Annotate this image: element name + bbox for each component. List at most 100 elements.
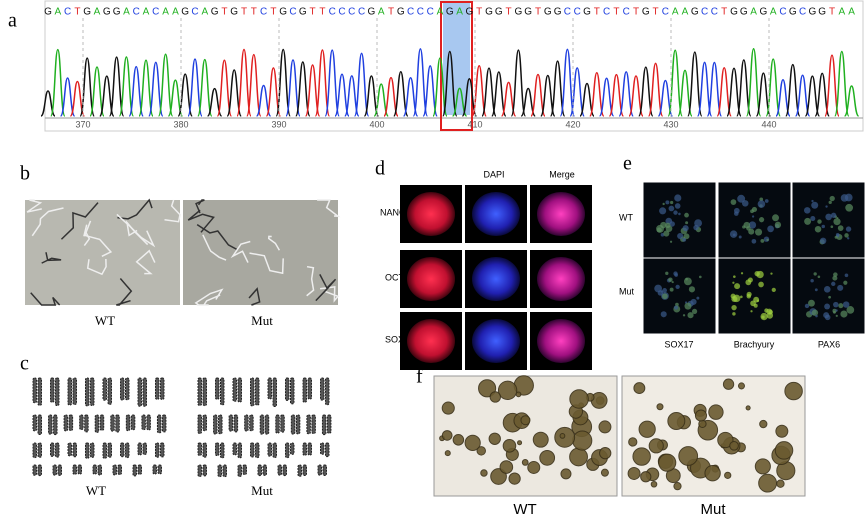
chromosome <box>202 442 207 458</box>
chromosome <box>155 377 160 400</box>
chromosome <box>267 442 272 457</box>
base: A <box>378 7 385 18</box>
panel-label: c <box>20 353 29 375</box>
cell <box>669 240 673 243</box>
embryoid-body <box>776 479 785 488</box>
cell <box>748 221 757 229</box>
colony-edge <box>306 265 315 297</box>
column-label: Brachyury <box>734 339 775 349</box>
cell <box>811 201 819 209</box>
base: A <box>672 7 679 18</box>
chromosome <box>90 377 95 406</box>
base: G <box>583 7 591 18</box>
trace-peak <box>157 53 174 117</box>
base: G <box>181 7 189 18</box>
chromosome <box>160 377 165 400</box>
tick-label: 370 <box>75 119 90 129</box>
chromosome <box>197 464 202 477</box>
cell <box>662 202 665 206</box>
base: G <box>515 7 523 18</box>
trace-peak <box>108 56 125 117</box>
cell <box>673 305 679 310</box>
base: G <box>485 7 493 18</box>
chromosome <box>67 377 72 406</box>
chromosome <box>197 442 202 456</box>
chromosome <box>77 464 82 475</box>
base: G <box>230 7 238 18</box>
base: A <box>750 7 757 18</box>
cell <box>842 301 850 308</box>
chromosome <box>232 377 237 402</box>
trace-peak <box>834 50 850 117</box>
embryoid-body <box>444 450 451 457</box>
cell <box>835 309 838 312</box>
chromosome <box>202 377 207 407</box>
cell <box>831 281 836 287</box>
chromosome <box>125 442 130 459</box>
embryoid-body <box>673 482 682 491</box>
tick-label: 410 <box>467 119 482 129</box>
cell <box>665 200 670 205</box>
tick-label: 380 <box>173 119 188 129</box>
cell <box>673 210 678 215</box>
chromosome <box>107 377 112 405</box>
chromosome <box>110 414 115 432</box>
embryoid-body <box>694 409 708 422</box>
trace-peak <box>451 87 468 117</box>
cell <box>761 315 765 319</box>
cell <box>817 219 822 224</box>
cell <box>738 235 742 239</box>
chromosome <box>290 377 295 405</box>
cell <box>682 314 686 317</box>
chromosome <box>290 414 296 435</box>
trace-peak <box>89 66 105 117</box>
cell <box>766 238 769 242</box>
cell <box>840 310 848 318</box>
cell <box>764 308 769 313</box>
cell <box>821 224 825 229</box>
base: G <box>809 7 817 18</box>
cell <box>732 294 741 303</box>
chromosome <box>217 464 222 478</box>
cell <box>665 217 673 225</box>
base: A <box>123 7 130 18</box>
chromosome <box>326 414 332 434</box>
cell <box>804 217 812 225</box>
embryoid-body <box>539 449 556 466</box>
cell <box>734 283 741 290</box>
chromosome <box>79 414 84 431</box>
chromosome <box>156 414 162 434</box>
base: G <box>211 7 219 18</box>
chromosome <box>57 464 62 476</box>
cell <box>663 230 670 237</box>
base: T <box>506 7 512 18</box>
trace-peak <box>383 76 399 117</box>
chromosome <box>32 414 37 432</box>
base: C <box>338 7 345 18</box>
cell <box>814 288 818 292</box>
base: T <box>653 7 659 18</box>
base: C <box>133 7 140 18</box>
embryoid-body <box>520 415 531 426</box>
chromosome <box>307 377 312 400</box>
chromosome <box>277 464 282 476</box>
chromosome <box>84 414 89 433</box>
trace-peak <box>295 61 311 117</box>
base: C <box>407 7 414 18</box>
cell <box>844 193 853 202</box>
tick-label: 390 <box>271 119 286 129</box>
chromosome <box>37 464 42 477</box>
chromosome <box>218 414 223 435</box>
row-label: OCT4 <box>385 272 409 282</box>
base: C <box>348 7 355 18</box>
embryoid-body <box>758 473 778 493</box>
base: C <box>779 7 786 18</box>
base: G <box>760 7 768 18</box>
chromosome <box>97 464 102 476</box>
colony-edge <box>117 198 153 220</box>
colony-edge <box>41 252 62 264</box>
chromosome <box>141 414 146 431</box>
colony-edge <box>30 292 61 306</box>
row-label: NANOG <box>380 207 413 217</box>
